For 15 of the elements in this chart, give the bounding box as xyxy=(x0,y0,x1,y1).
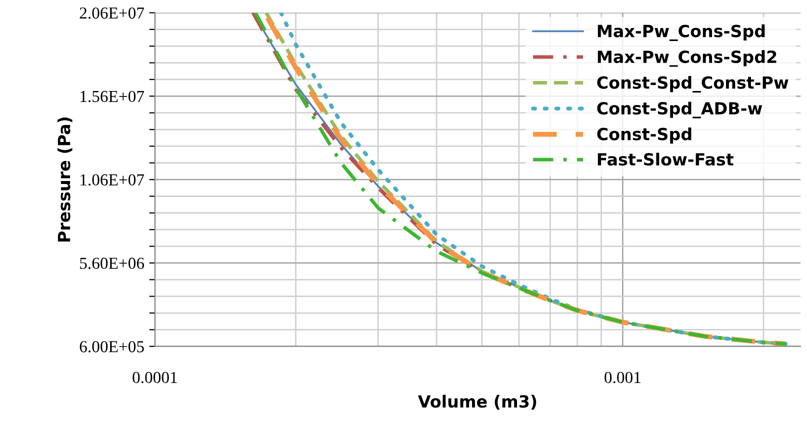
y-tick-label: 2.06E+07 xyxy=(80,7,144,19)
legend-label: Const-Spd_ADB-w xyxy=(597,102,762,118)
x-tick-label: 0.0001 xyxy=(132,372,177,384)
legend-label: Const-Spd_Const-Pw xyxy=(597,76,788,93)
y-tick-label: 6.00E+05 xyxy=(80,341,144,352)
y-tick-label: 5.60E+06 xyxy=(80,258,144,269)
y-tick-label: 1.56E+07 xyxy=(80,90,144,102)
x-tick-label: 0.001 xyxy=(604,372,640,384)
legend-label: Fast-Slow-Fast xyxy=(598,152,734,166)
legend-label: Max-Pw_Cons-Spd xyxy=(598,24,765,42)
y-axis-title: Pressure (Pa) xyxy=(57,117,72,242)
legend-label: Max-Pw_Cons-Spd2 xyxy=(598,50,776,67)
y-tick-label: 1.06E+07 xyxy=(80,174,144,186)
legend-label: Const-Spd xyxy=(597,127,692,144)
x-axis-title: Volume (m3) xyxy=(418,394,536,410)
